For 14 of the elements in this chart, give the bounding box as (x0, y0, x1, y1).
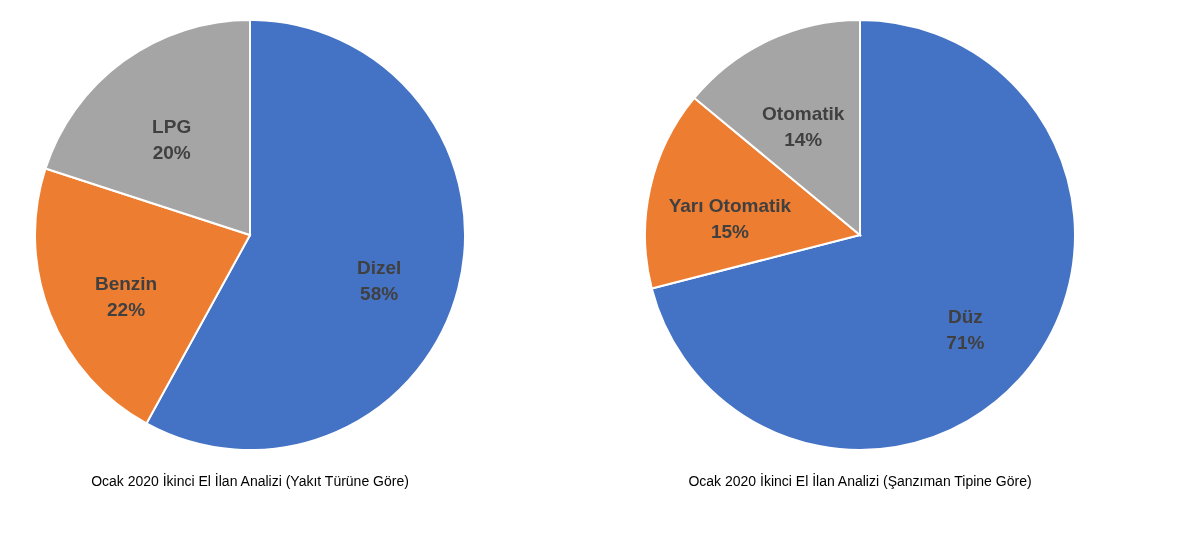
slice-label: Otomatik (762, 103, 845, 125)
data-label: 71% (946, 331, 985, 353)
slice-label: Benzin (94, 273, 158, 295)
data-label: 14% (784, 129, 823, 151)
text: Ocak 2020 İkinci El İlan Analizi (Yakıt Türüne Göre) (91, 472, 409, 489)
slice-label: Yarı Otomatik (668, 194, 792, 216)
slice-label: Dizel (356, 257, 402, 279)
text: Ocak 2020 İkinci El İlan Analizi (Şanzıman Tipine Göre) (688, 472, 1032, 489)
data-label: 15% (710, 220, 750, 242)
slice-label: LPG (152, 116, 192, 138)
slice-label: Düz (947, 305, 983, 327)
data-label: 58% (360, 283, 399, 305)
data-label: 22% (107, 299, 146, 321)
data-label: 20% (152, 142, 191, 164)
